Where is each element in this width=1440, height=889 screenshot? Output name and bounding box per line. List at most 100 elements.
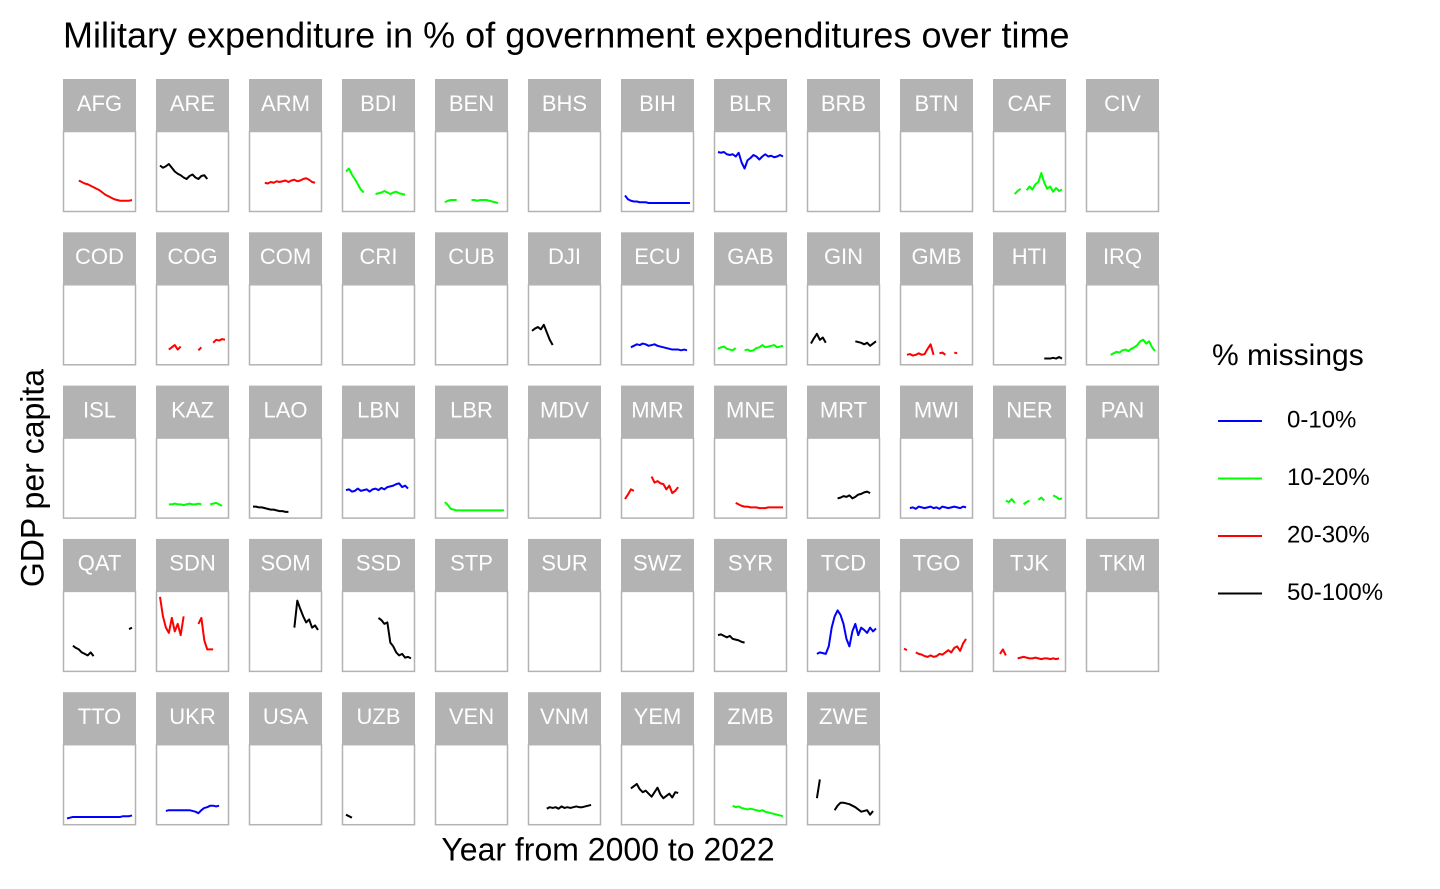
strip-label: PAN [1101, 397, 1145, 422]
strip [1086, 232, 1159, 285]
strip [342, 538, 415, 591]
strip [342, 79, 415, 131]
strip [900, 232, 973, 285]
panel-border [527, 130, 602, 213]
strip-label: SOM [260, 551, 310, 576]
strip-label: MMR [631, 397, 684, 422]
strip [900, 385, 973, 438]
panel-border [341, 590, 416, 673]
strip [528, 538, 601, 591]
series-line [345, 813, 353, 819]
panel-border [248, 284, 323, 366]
strip-label: VEN [449, 704, 494, 729]
panel-border [899, 590, 974, 673]
strip-label: SSD [356, 551, 401, 576]
strip [528, 385, 601, 438]
panel-border [155, 743, 230, 826]
panel-border [992, 437, 1067, 519]
strip [621, 538, 694, 591]
series-line [909, 505, 967, 510]
strip [900, 538, 973, 591]
strip-label: ECU [634, 244, 680, 269]
strip-label: ARM [261, 91, 310, 116]
panel-border [713, 743, 788, 826]
strip [63, 692, 136, 745]
series-line [1110, 338, 1156, 356]
strip-label: ZWE [819, 704, 868, 729]
series-line [732, 804, 784, 818]
strip-label: BRB [821, 91, 866, 116]
strip-label: SUR [541, 551, 587, 576]
series-line [815, 779, 874, 816]
panel-border [899, 437, 974, 519]
strip-label: LBR [450, 397, 493, 422]
y-axis-label: GDP per capita [14, 369, 50, 587]
strip [528, 232, 601, 285]
panel-border [527, 284, 602, 366]
strip [900, 79, 973, 131]
strip [249, 692, 322, 745]
panel-border [713, 284, 788, 366]
strip [714, 692, 787, 745]
strip [807, 232, 880, 285]
strip [993, 538, 1066, 591]
series-line [168, 501, 223, 507]
panel-border [248, 743, 323, 826]
strip-label: ARE [170, 91, 215, 116]
series-line [999, 648, 1060, 661]
panel-border [527, 437, 602, 519]
strip [342, 385, 415, 438]
strip [993, 79, 1066, 131]
series-line [159, 596, 214, 651]
panel-border [620, 590, 695, 673]
panel-border [155, 437, 230, 519]
series-line [253, 505, 289, 513]
strip [993, 385, 1066, 438]
strip [621, 385, 694, 438]
strip-label: TCD [821, 551, 866, 576]
panel-border [62, 130, 137, 213]
series-line [531, 323, 554, 346]
strip-label: BLR [729, 91, 772, 116]
panel-border [806, 130, 881, 213]
panel-border [62, 284, 137, 366]
series-line [735, 501, 783, 510]
series-line [810, 332, 877, 347]
strip [342, 232, 415, 285]
strip [528, 692, 601, 745]
strip-label: TTO [78, 704, 122, 729]
strip [714, 385, 787, 438]
panel-border [620, 130, 695, 213]
strip-label: SDN [169, 551, 215, 576]
strip-label: HTI [1012, 244, 1047, 269]
panel-border [1085, 590, 1160, 673]
strip [621, 232, 694, 285]
panel-border [434, 437, 509, 519]
strip-label: UZB [357, 704, 401, 729]
strip-label: DJI [548, 244, 581, 269]
strip [249, 538, 322, 591]
panel-border [899, 284, 974, 366]
strip [621, 79, 694, 131]
panel-border [1085, 130, 1160, 213]
strip-label: CIV [1104, 91, 1141, 116]
panel-border [434, 130, 509, 213]
series-line [630, 782, 679, 800]
strip [63, 538, 136, 591]
series-line [717, 633, 745, 644]
strip-label: TJK [1010, 551, 1049, 576]
panel-border [434, 590, 509, 673]
strip-label: LAO [263, 397, 307, 422]
strip-label: NER [1006, 397, 1052, 422]
strip-label: MRT [820, 397, 867, 422]
strip [63, 385, 136, 438]
strip [342, 692, 415, 745]
series-line [630, 342, 688, 352]
strip [435, 385, 508, 438]
series-line [837, 490, 871, 500]
series-line [717, 151, 784, 170]
strip [156, 692, 229, 745]
strip-label: BTN [915, 91, 959, 116]
